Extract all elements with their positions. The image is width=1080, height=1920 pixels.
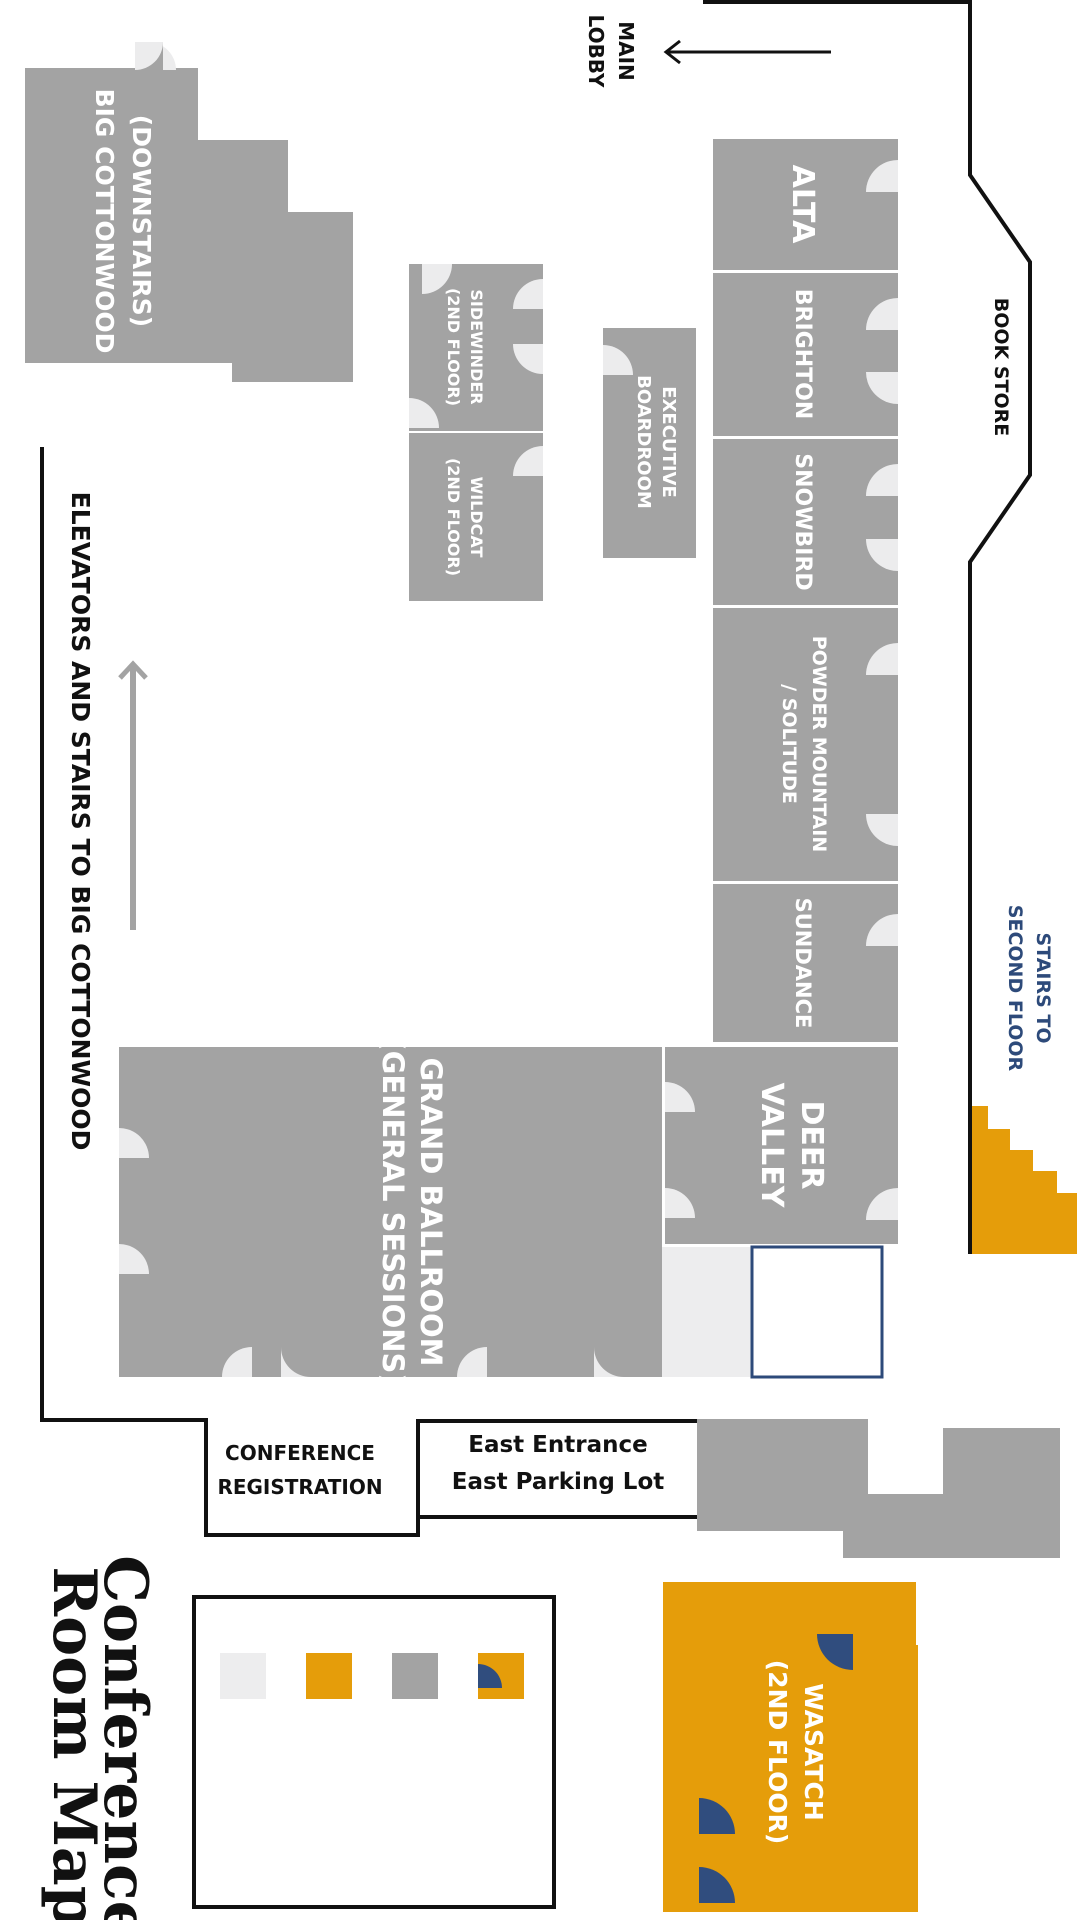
stairs-label: STAIRS TO: [1032, 933, 1054, 1044]
door-icon-group: [119, 1128, 624, 1377]
door-icon: [513, 446, 543, 476]
main-lobby-label: MAIN: [614, 21, 638, 81]
room-label: POWDER MOUNTAIN: [808, 636, 830, 853]
room-label: BOARDROOM: [633, 375, 654, 509]
door-icon: [513, 279, 543, 309]
wall-west: [40, 447, 697, 1537]
room-label: (2ND FLOOR): [763, 1660, 792, 1845]
room-powder-mountain[interactable]: [713, 608, 898, 881]
wall-north: [703, 0, 1032, 1254]
stairs-second-floor: [970, 1106, 1077, 1254]
legend-swatch-downstairs: [220, 1653, 266, 1699]
room-label: / SOLITUDE: [778, 684, 800, 804]
room-label: (2ND FLOOR): [444, 458, 463, 576]
room-label: GRAND BALLROOM: [414, 1057, 448, 1366]
door-icon: [478, 1664, 502, 1688]
door-icon: [422, 264, 452, 294]
door-icon: [409, 398, 439, 428]
downstairs-area: [662, 1247, 752, 1377]
east-entrance-label: East Parking Lot: [452, 1469, 665, 1495]
room-label: DEER: [794, 1101, 829, 1190]
legend-box: [192, 1595, 556, 1909]
room-grand-ballroom[interactable]: [119, 1047, 662, 1377]
east-entrance-label: East Entrance: [468, 1432, 647, 1458]
door-icon: [135, 42, 163, 70]
door-icon: [603, 345, 633, 375]
room-sundance[interactable]: [713, 884, 898, 1042]
room-label: SNOWBIRD: [790, 453, 815, 590]
room-label: ALTA: [785, 165, 820, 245]
map-title: Room Map: [39, 1566, 109, 1920]
room-label: SUNDANCE: [791, 898, 815, 1029]
room-label: BRIGHTON: [790, 289, 815, 420]
door-icon-group: [665, 160, 898, 1220]
room-alta[interactable]: [713, 139, 898, 270]
room-snowbird[interactable]: [713, 439, 898, 605]
room-label: EXECUTIVE: [658, 386, 679, 498]
stairs-label: SECOND FLOOR: [1004, 905, 1026, 1072]
room-label: BIG COTTONWOOD: [90, 89, 119, 354]
door-icon-group: [699, 1634, 853, 1903]
room-deer-valley[interactable]: [665, 1047, 898, 1244]
main-lobby-label: LOBBY: [584, 15, 608, 88]
door-icon: [513, 344, 543, 374]
arrow-icon: [663, 39, 831, 65]
legend-swatch-second-floor: [306, 1653, 352, 1699]
room-label: (2ND FLOOR): [444, 288, 463, 406]
registration-label: REGISTRATION: [217, 1475, 382, 1499]
room-label: WILDCAT: [467, 477, 486, 558]
elevators-label: ELEVATORS AND STAIRS TO BIG COTTONWOOD: [66, 492, 95, 1151]
room-label: (GENERAL SESSIONS): [376, 1037, 410, 1386]
room-brighton[interactable]: [713, 273, 898, 436]
room-label: VALLEY: [754, 1083, 789, 1209]
legend-swatch-main-floor: [392, 1653, 438, 1699]
room-label: WASATCH: [799, 1683, 828, 1821]
service-area: [697, 1419, 1060, 1558]
room-label: SIDEWINDER: [467, 289, 486, 404]
book-store-label: BOOK STORE: [990, 298, 1012, 437]
elevator-box: [750, 1245, 884, 1379]
map-title: Conference: [90, 1555, 160, 1920]
registration-label: CONFERENCE: [225, 1441, 375, 1465]
arrow-icon: [118, 660, 148, 930]
room-big-cottonwood[interactable]: [25, 68, 353, 382]
room-label: (DOWNSTAIRS): [127, 115, 156, 327]
